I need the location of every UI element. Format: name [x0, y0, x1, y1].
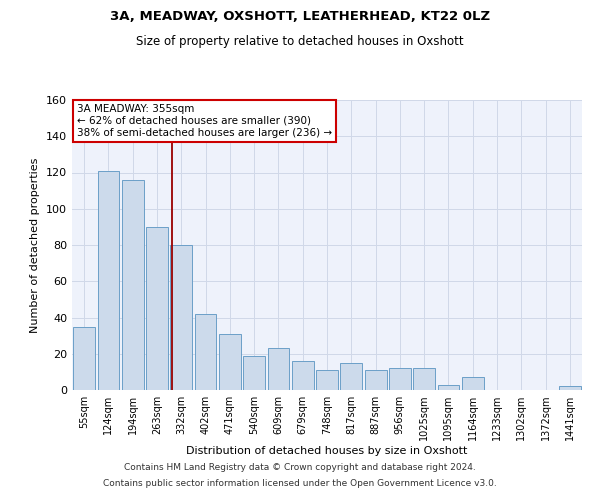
Bar [316, 370, 338, 390]
X-axis label: Distribution of detached houses by size in Oxshott: Distribution of detached houses by size … [187, 446, 467, 456]
Bar [219, 334, 241, 390]
Bar [268, 348, 289, 390]
Bar [559, 386, 581, 390]
Bar [170, 245, 192, 390]
Bar [97, 170, 119, 390]
Text: 3A, MEADWAY, OXSHOTT, LEATHERHEAD, KT22 0LZ: 3A, MEADWAY, OXSHOTT, LEATHERHEAD, KT22 … [110, 10, 490, 23]
Bar [340, 363, 362, 390]
Bar [292, 361, 314, 390]
Bar [437, 384, 460, 390]
Bar [194, 314, 217, 390]
Bar [413, 368, 435, 390]
Text: Size of property relative to detached houses in Oxshott: Size of property relative to detached ho… [136, 35, 464, 48]
Y-axis label: Number of detached properties: Number of detached properties [31, 158, 40, 332]
Bar [462, 378, 484, 390]
Bar [243, 356, 265, 390]
Text: Contains public sector information licensed under the Open Government Licence v3: Contains public sector information licen… [103, 478, 497, 488]
Bar [73, 326, 95, 390]
Text: Contains HM Land Registry data © Crown copyright and database right 2024.: Contains HM Land Registry data © Crown c… [124, 464, 476, 472]
Bar [389, 368, 411, 390]
Bar [365, 370, 386, 390]
Bar [122, 180, 143, 390]
Text: 3A MEADWAY: 355sqm
← 62% of detached houses are smaller (390)
38% of semi-detach: 3A MEADWAY: 355sqm ← 62% of detached hou… [77, 104, 332, 138]
Bar [146, 227, 168, 390]
